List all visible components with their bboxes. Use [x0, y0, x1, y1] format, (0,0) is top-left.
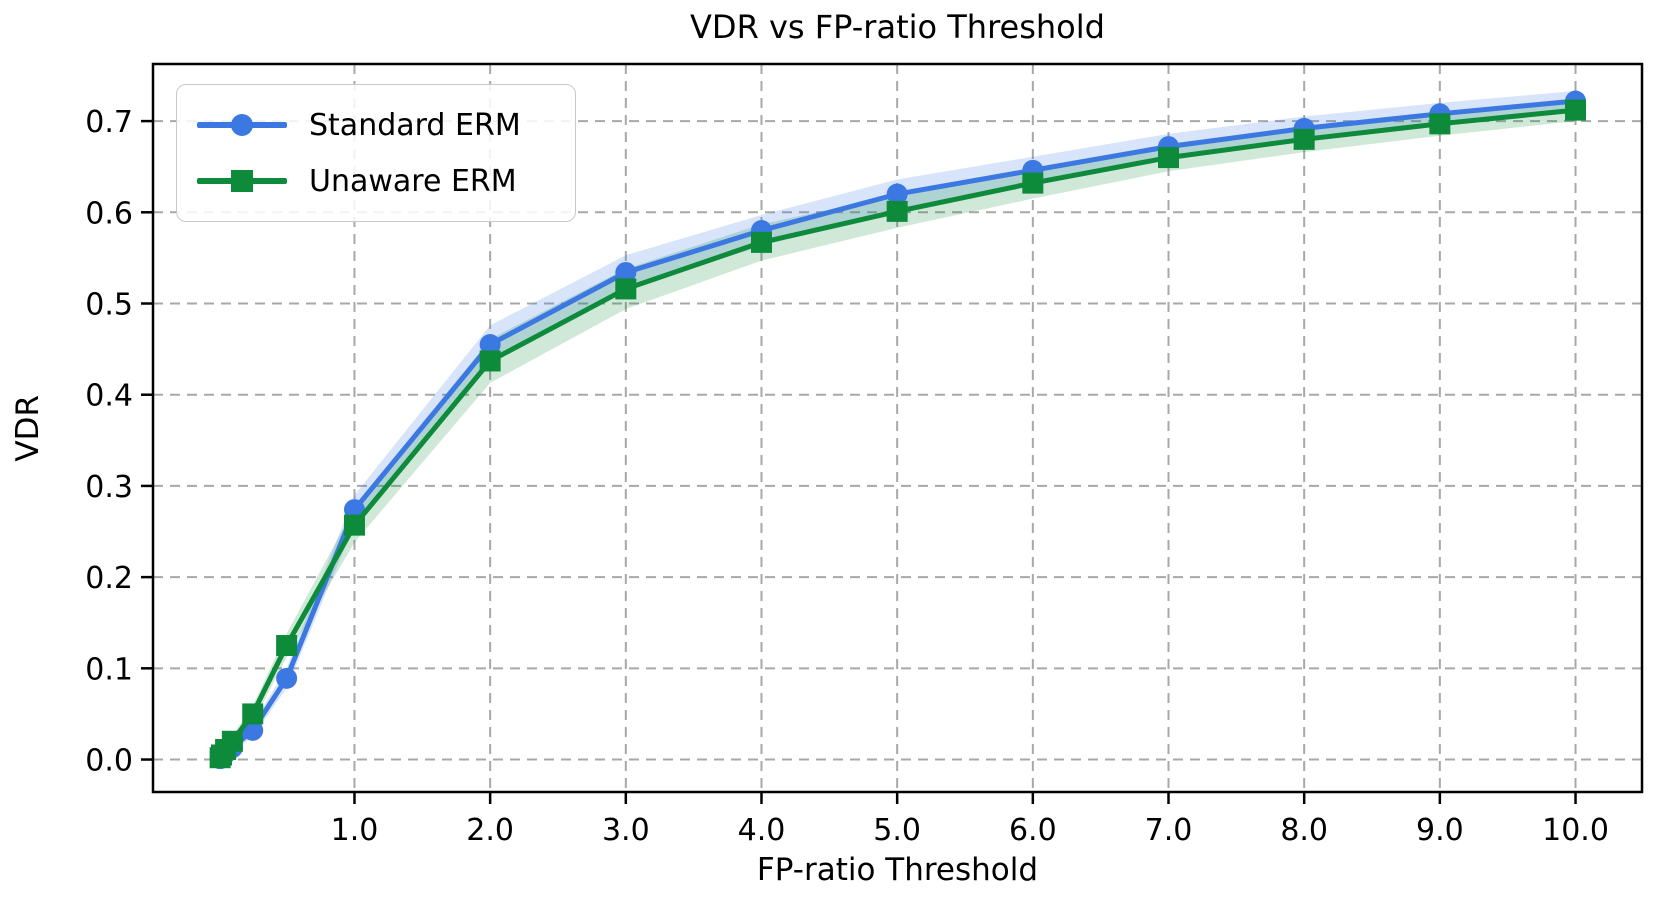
y-tick-label: 0.2 — [85, 561, 133, 596]
y-tick-label: 0.6 — [85, 196, 133, 231]
y-tick-label: 0.0 — [85, 744, 133, 779]
data-point — [886, 200, 908, 222]
legend-marker-unaware-erm — [197, 169, 287, 193]
data-point — [276, 635, 298, 657]
legend-item-unaware-erm: Unaware ERM — [197, 153, 551, 209]
x-tick-label: 2.0 — [466, 813, 514, 848]
data-point — [1565, 99, 1587, 121]
data-point — [615, 278, 637, 300]
legend-item-standard-erm: Standard ERM — [197, 97, 551, 153]
y-tick-label: 0.3 — [85, 470, 133, 505]
data-point — [750, 231, 772, 253]
x-axis-label: FP-ratio Threshold — [756, 852, 1039, 888]
axes-frame — [151, 62, 1644, 794]
legend-label-standard-erm: Standard ERM — [309, 107, 521, 143]
x-tick-label: 4.0 — [738, 813, 786, 848]
x-tick-label: 8.0 — [1280, 813, 1328, 848]
y-tick-label: 0.1 — [85, 652, 133, 687]
square-marker-icon — [231, 170, 253, 192]
legend-marker-standard-erm — [197, 113, 287, 137]
legend: Standard ERM Unaware ERM — [176, 84, 576, 222]
data-point — [221, 730, 243, 752]
data-point — [886, 183, 908, 205]
y-tick-label: 0.5 — [85, 288, 133, 323]
x-tick-label: 3.0 — [602, 813, 650, 848]
data-point — [1022, 172, 1044, 194]
data-point — [1293, 128, 1315, 150]
x-tick-label: 5.0 — [873, 813, 921, 848]
data-point — [1429, 113, 1451, 135]
x-tick-label: 10.0 — [1542, 813, 1609, 848]
data-point — [343, 514, 365, 536]
x-tick-label: 6.0 — [1009, 813, 1057, 848]
data-point — [1158, 147, 1180, 169]
data-point — [276, 667, 298, 689]
y-tick-label: 0.7 — [85, 105, 133, 140]
x-tick-label: 9.0 — [1416, 813, 1464, 848]
circle-marker-icon — [231, 114, 253, 136]
y-tick-label: 0.4 — [85, 379, 133, 414]
data-point — [479, 334, 501, 356]
data-point — [242, 703, 264, 725]
chart-title: VDR vs FP-ratio Threshold — [690, 8, 1105, 46]
x-tick-label: 7.0 — [1145, 813, 1193, 848]
x-tick-label: 1.0 — [331, 813, 379, 848]
legend-label-unaware-erm: Unaware ERM — [309, 163, 517, 199]
y-axis-label: VDR — [10, 394, 46, 462]
data-point — [615, 261, 637, 283]
data-point — [479, 350, 501, 372]
